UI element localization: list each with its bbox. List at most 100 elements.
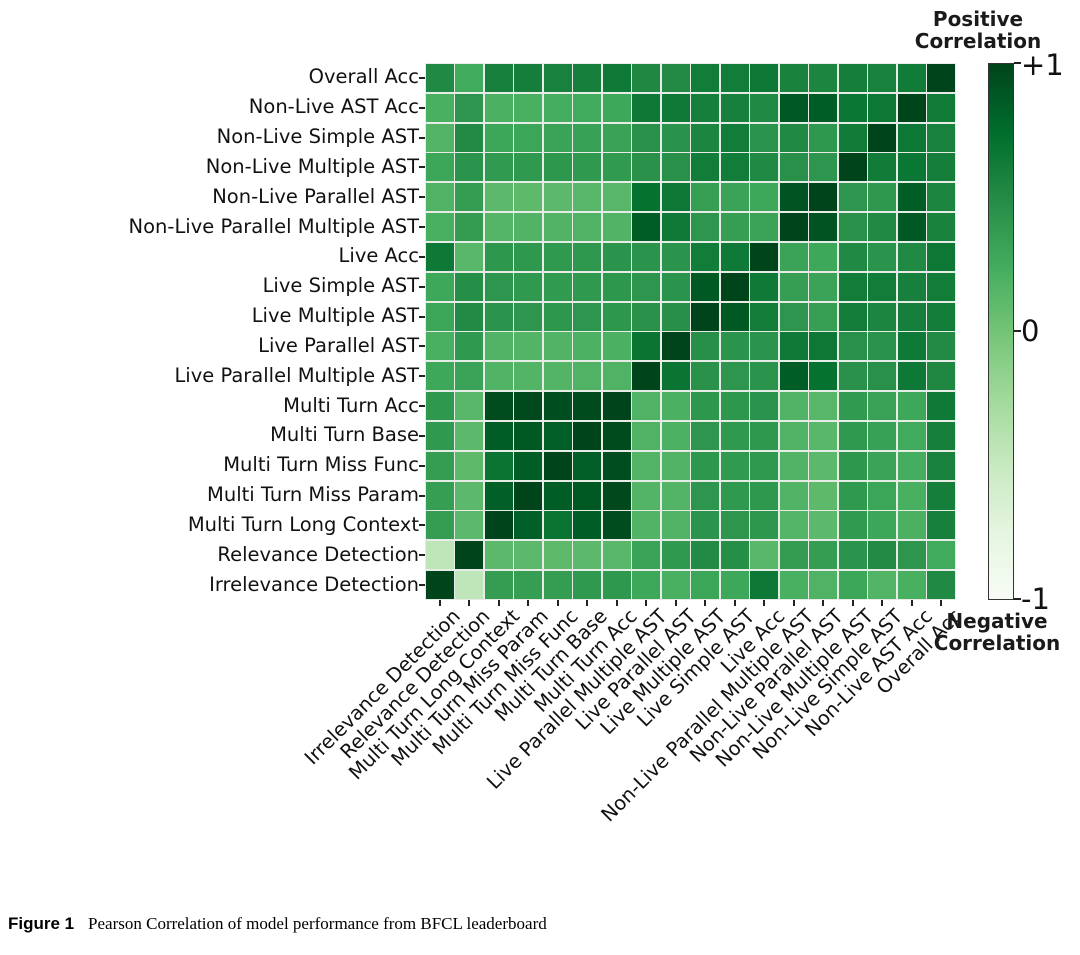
heatmap-cell: [809, 511, 838, 540]
heatmap-cell: [484, 242, 513, 271]
heatmap-cell: [573, 541, 602, 570]
heatmap-cell: [573, 451, 602, 480]
heatmap-cell: [809, 421, 838, 450]
heatmap-cell: [838, 213, 867, 242]
heatmap-cell: [425, 421, 454, 450]
heatmap-cell: [602, 392, 631, 421]
heatmap-cell: [602, 63, 631, 92]
heatmap-cell: [927, 481, 956, 510]
heatmap-cell: [661, 362, 690, 391]
heatmap-cell: [691, 63, 720, 92]
heatmap-cell: [720, 571, 749, 600]
y-tick: [419, 554, 425, 557]
heatmap-cell: [573, 272, 602, 301]
heatmap-cell: [455, 242, 484, 271]
heatmap-cell: [484, 511, 513, 540]
heatmap-cell: [691, 242, 720, 271]
heatmap-cell: [838, 302, 867, 331]
heatmap-cell: [632, 421, 661, 450]
heatmap-cell: [927, 302, 956, 331]
heatmap-cell: [455, 332, 484, 361]
y-tick: [419, 76, 425, 79]
heatmap-cell: [573, 392, 602, 421]
correlation-heatmap: [425, 63, 956, 600]
heatmap-cell: [543, 272, 572, 301]
row-label: Non-Live Parallel Multiple AST: [128, 214, 419, 238]
x-tick: [556, 600, 559, 606]
heatmap-cell: [720, 123, 749, 152]
positive-correlation-line2: Correlation: [914, 29, 1042, 53]
heatmap-cell: [897, 123, 926, 152]
x-tick: [586, 600, 589, 606]
x-tick: [763, 600, 766, 606]
x-tick: [704, 600, 707, 606]
heatmap-cell: [484, 451, 513, 480]
y-tick: [419, 345, 425, 348]
heatmap-cell: [838, 481, 867, 510]
row-label: Overall Acc: [308, 65, 419, 89]
heatmap-cell: [779, 392, 808, 421]
heatmap-cell: [779, 332, 808, 361]
heatmap-cell: [691, 421, 720, 450]
row-label: Non-Live Parallel AST: [212, 184, 419, 208]
heatmap-cell: [779, 362, 808, 391]
heatmap-cell: [750, 511, 779, 540]
heatmap-cell: [691, 451, 720, 480]
heatmap-cell: [632, 481, 661, 510]
y-tick: [419, 464, 425, 467]
heatmap-cell: [691, 392, 720, 421]
heatmap-cell: [514, 153, 543, 182]
heatmap-cell: [425, 63, 454, 92]
heatmap-cell: [543, 123, 572, 152]
heatmap-cell: [573, 153, 602, 182]
heatmap-cell: [927, 571, 956, 600]
heatmap-cell: [838, 392, 867, 421]
heatmap-cell: [927, 392, 956, 421]
heatmap-cell: [514, 242, 543, 271]
heatmap-cell: [514, 362, 543, 391]
heatmap-cell: [455, 93, 484, 122]
heatmap-cell: [779, 213, 808, 242]
heatmap-cell: [809, 451, 838, 480]
heatmap-cell: [573, 213, 602, 242]
heatmap-cell: [661, 63, 690, 92]
heatmap-cell: [573, 511, 602, 540]
heatmap-cell: [779, 511, 808, 540]
heatmap-cell: [514, 332, 543, 361]
heatmap-cell: [514, 302, 543, 331]
heatmap-cell: [750, 183, 779, 212]
heatmap-cell: [809, 302, 838, 331]
heatmap-cell: [425, 213, 454, 242]
negative-correlation-line1: Negative: [946, 609, 1048, 633]
heatmap-cell: [868, 153, 897, 182]
heatmap-cell: [632, 93, 661, 122]
row-label: Live Parallel Multiple AST: [174, 363, 419, 387]
positive-correlation-label: Positive Correlation: [898, 8, 1058, 52]
heatmap-cell: [897, 302, 926, 331]
heatmap-cell: [425, 481, 454, 510]
heatmap-cell: [779, 183, 808, 212]
heatmap-cell: [455, 123, 484, 152]
heatmap-cell: [602, 242, 631, 271]
x-tick: [674, 600, 677, 606]
heatmap-cell: [927, 213, 956, 242]
heatmap-cell: [543, 362, 572, 391]
heatmap-cell: [543, 571, 572, 600]
heatmap-cell: [543, 451, 572, 480]
heatmap-cell: [425, 93, 454, 122]
heatmap-cell: [573, 242, 602, 271]
heatmap-cell: [809, 123, 838, 152]
heatmap-cell: [573, 571, 602, 600]
heatmap-cell: [779, 242, 808, 271]
row-label: Relevance Detection: [217, 542, 419, 566]
heatmap-cell: [779, 481, 808, 510]
heatmap-cell: [455, 362, 484, 391]
heatmap-cell: [661, 392, 690, 421]
x-tick: [733, 600, 736, 606]
heatmap-cell: [573, 302, 602, 331]
heatmap-cell: [897, 153, 926, 182]
heatmap-cell: [927, 93, 956, 122]
heatmap-cell: [602, 571, 631, 600]
heatmap-cell: [573, 183, 602, 212]
